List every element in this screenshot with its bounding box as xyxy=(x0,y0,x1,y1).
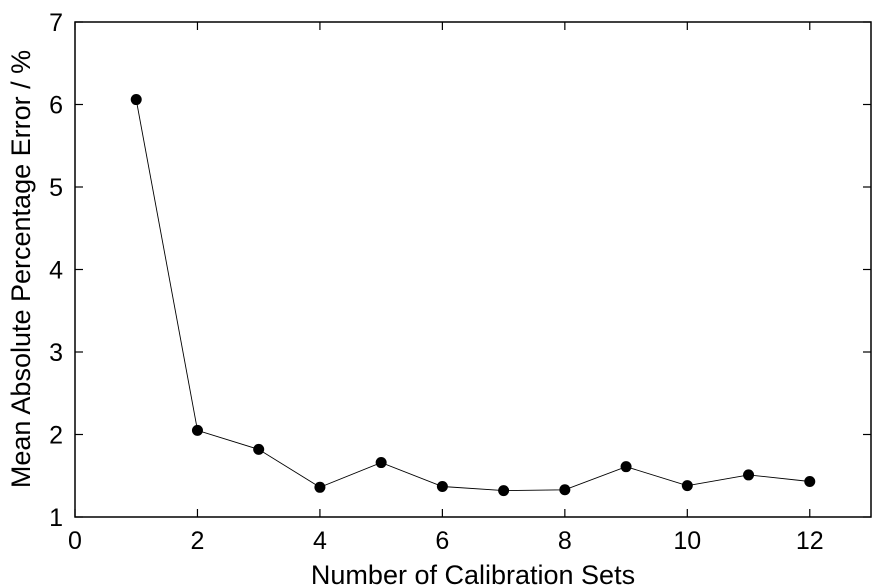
y-tick-label: 6 xyxy=(49,92,63,120)
x-tick-label: 6 xyxy=(435,527,449,555)
y-axis: 1 2 3 4 5 6 7 xyxy=(49,9,871,532)
data-point xyxy=(130,94,142,106)
y-axis-label: Mean Absolute Percentage Error / % xyxy=(6,50,36,488)
data-point xyxy=(559,484,571,496)
data-point xyxy=(253,443,265,455)
x-axis-label: Number of Calibration Sets xyxy=(311,560,635,587)
x-tick-label: 8 xyxy=(558,527,572,555)
series-line xyxy=(135,99,810,492)
plot-frame xyxy=(74,21,872,518)
x-tick-label: 10 xyxy=(673,527,701,555)
x-tick-label: 4 xyxy=(313,527,327,555)
data-point xyxy=(681,480,693,492)
data-point xyxy=(314,481,326,493)
y-tick-label: 5 xyxy=(49,174,63,202)
y-tick-label: 3 xyxy=(49,339,63,367)
y-tick-label: 2 xyxy=(49,422,63,450)
data-point xyxy=(620,461,632,473)
data-point xyxy=(191,424,203,436)
data-point xyxy=(743,469,755,481)
data-point xyxy=(375,457,387,469)
y-tick-label: 1 xyxy=(49,504,63,532)
y-tick-label: 7 xyxy=(49,9,63,37)
y-tick-label: 4 xyxy=(49,257,63,285)
data-point xyxy=(804,476,816,488)
x-tick-label: 2 xyxy=(191,527,205,555)
x-tick-label: 0 xyxy=(68,527,82,555)
data-point xyxy=(436,480,448,492)
series-group xyxy=(130,94,816,497)
data-point xyxy=(498,485,510,497)
x-axis: 0 2 4 6 8 10 12 xyxy=(68,22,824,555)
x-tick-label: 12 xyxy=(796,527,824,555)
plot-area xyxy=(74,21,872,518)
